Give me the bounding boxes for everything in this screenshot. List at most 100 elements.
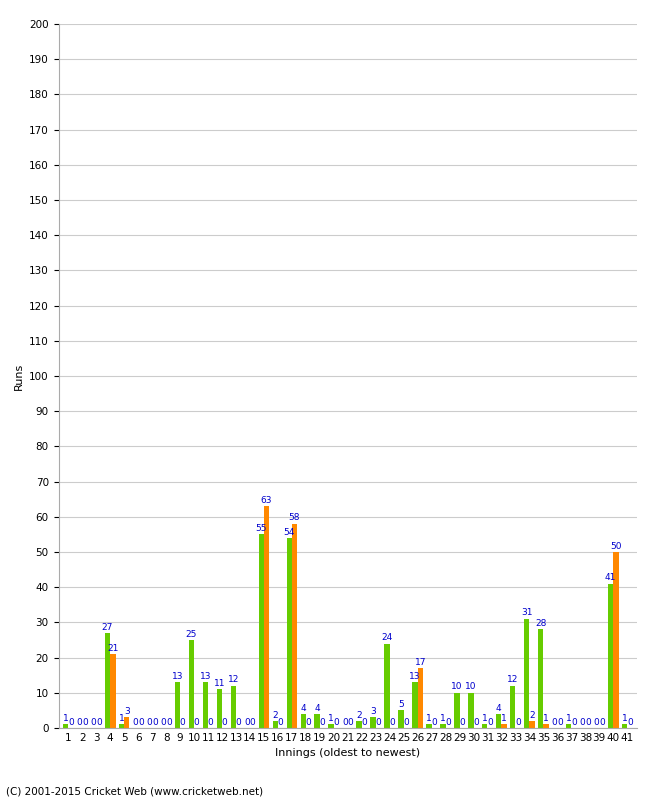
Text: 0: 0 xyxy=(166,718,172,726)
Bar xyxy=(292,524,297,728)
Text: 13: 13 xyxy=(200,672,211,681)
Text: 4: 4 xyxy=(496,703,502,713)
Text: 2: 2 xyxy=(529,710,535,719)
Text: 0: 0 xyxy=(91,718,96,726)
Y-axis label: Runs: Runs xyxy=(14,362,23,390)
X-axis label: Innings (oldest to newest): Innings (oldest to newest) xyxy=(275,749,421,758)
Bar xyxy=(119,725,124,728)
Text: 17: 17 xyxy=(415,658,426,666)
Text: 0: 0 xyxy=(342,718,348,726)
Text: 0: 0 xyxy=(152,718,158,726)
Text: 0: 0 xyxy=(208,718,214,726)
Text: 0: 0 xyxy=(180,718,186,726)
Text: 27: 27 xyxy=(102,622,113,631)
Text: 54: 54 xyxy=(283,527,295,537)
Bar xyxy=(417,668,423,728)
Bar xyxy=(613,552,619,728)
Text: 0: 0 xyxy=(250,718,255,726)
Bar xyxy=(426,725,432,728)
Text: 41: 41 xyxy=(605,574,616,582)
Bar xyxy=(328,725,334,728)
Text: 0: 0 xyxy=(445,718,451,726)
Bar xyxy=(501,725,507,728)
Bar xyxy=(124,718,129,728)
Text: 1: 1 xyxy=(501,714,507,723)
Text: 10: 10 xyxy=(451,682,463,691)
Text: 0: 0 xyxy=(460,718,465,726)
Text: 21: 21 xyxy=(107,644,118,653)
Text: 0: 0 xyxy=(432,718,437,726)
Text: 0: 0 xyxy=(161,718,166,726)
Bar xyxy=(468,693,473,728)
Bar xyxy=(454,693,460,728)
Text: 24: 24 xyxy=(382,633,393,642)
Bar xyxy=(538,630,543,728)
Text: 0: 0 xyxy=(96,718,102,726)
Text: 4: 4 xyxy=(315,703,320,713)
Bar xyxy=(370,718,376,728)
Text: 0: 0 xyxy=(599,718,605,726)
Text: 0: 0 xyxy=(147,718,152,726)
Text: 63: 63 xyxy=(261,496,272,505)
Text: 0: 0 xyxy=(222,718,227,726)
Text: (C) 2001-2015 Cricket Web (www.cricketweb.net): (C) 2001-2015 Cricket Web (www.cricketwe… xyxy=(6,786,264,796)
Text: 2: 2 xyxy=(356,710,362,719)
Text: 0: 0 xyxy=(244,718,250,726)
Text: 0: 0 xyxy=(68,718,74,726)
Bar xyxy=(272,721,278,728)
Text: 2: 2 xyxy=(272,710,278,719)
Bar xyxy=(608,584,613,728)
Bar xyxy=(111,654,116,728)
Bar xyxy=(384,643,389,728)
Text: 1: 1 xyxy=(440,714,446,723)
Bar xyxy=(510,686,515,728)
Text: 1: 1 xyxy=(566,714,571,723)
Text: 13: 13 xyxy=(172,672,183,681)
Text: 55: 55 xyxy=(255,524,267,533)
Text: 1: 1 xyxy=(543,714,549,723)
Bar xyxy=(543,725,549,728)
Text: 50: 50 xyxy=(610,542,621,550)
Text: 0: 0 xyxy=(515,718,521,726)
Bar xyxy=(63,725,68,728)
Bar xyxy=(264,506,269,728)
Text: 12: 12 xyxy=(227,675,239,684)
Bar xyxy=(287,538,292,728)
Text: 12: 12 xyxy=(507,675,519,684)
Text: 5: 5 xyxy=(398,700,404,709)
Text: 1: 1 xyxy=(621,714,627,723)
Text: 0: 0 xyxy=(348,718,354,726)
Text: 1: 1 xyxy=(63,714,68,723)
Text: 0: 0 xyxy=(473,718,479,726)
Text: 28: 28 xyxy=(535,619,547,628)
Bar xyxy=(315,714,320,728)
Text: 31: 31 xyxy=(521,609,532,618)
Text: 3: 3 xyxy=(370,707,376,716)
Text: 0: 0 xyxy=(320,718,326,726)
Bar xyxy=(482,725,488,728)
Text: 0: 0 xyxy=(557,718,563,726)
Bar xyxy=(529,721,535,728)
Text: 0: 0 xyxy=(133,718,138,726)
Bar xyxy=(105,633,111,728)
Bar xyxy=(398,710,404,728)
Text: 0: 0 xyxy=(571,718,577,726)
Bar xyxy=(300,714,306,728)
Bar xyxy=(203,682,208,728)
Bar xyxy=(566,725,571,728)
Text: 11: 11 xyxy=(214,679,225,688)
Text: 4: 4 xyxy=(300,703,306,713)
Text: 0: 0 xyxy=(333,718,339,726)
Text: 0: 0 xyxy=(77,718,83,726)
Text: 0: 0 xyxy=(278,718,283,726)
Text: 1: 1 xyxy=(119,714,124,723)
Text: 0: 0 xyxy=(361,718,367,726)
Text: 0: 0 xyxy=(236,718,242,726)
Text: 13: 13 xyxy=(410,672,421,681)
Bar xyxy=(216,690,222,728)
Text: 0: 0 xyxy=(82,718,88,726)
Text: 25: 25 xyxy=(186,630,197,638)
Text: 0: 0 xyxy=(585,718,591,726)
Text: 0: 0 xyxy=(627,718,632,726)
Text: 0: 0 xyxy=(593,718,599,726)
